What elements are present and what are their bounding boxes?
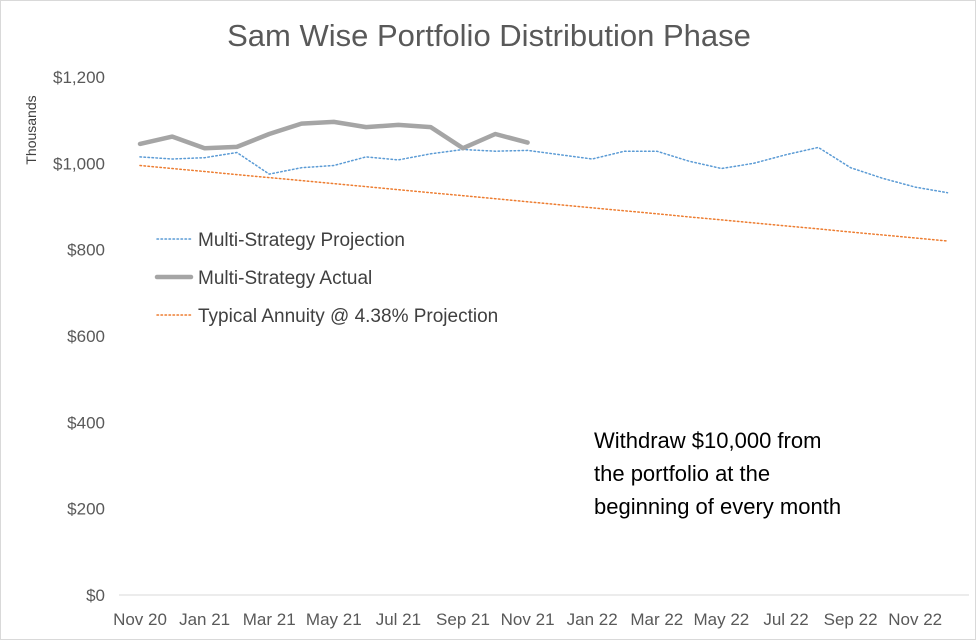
y-tick-label: $1,000 [53,154,105,173]
y-tick-label: $200 [67,500,105,519]
y-tick-label: $600 [67,327,105,346]
note-line: Withdraw $10,000 from [594,428,821,453]
legend-entry: Multi-Strategy Actual [198,268,372,289]
note-line: beginning of every month [594,494,841,519]
y-tick-label: $800 [67,241,105,260]
x-tick-label: Jan 22 [567,610,618,629]
x-tick-label: Jul 21 [376,610,421,629]
x-tick-label: Nov 21 [501,610,555,629]
x-tick-label: Jul 22 [763,610,808,629]
y-tick-label: $1,200 [53,68,105,87]
x-tick-label: Mar 21 [243,610,296,629]
x-tick-label: Sep 22 [824,610,878,629]
x-tick-label: May 22 [694,610,750,629]
legend-entry: Multi-Strategy Projection [198,230,405,251]
withdrawal-note: Withdraw $10,000 from the portfolio at th… [594,428,841,519]
x-tick-label: Mar 22 [630,610,683,629]
y-axis-label: Thousands [23,95,39,164]
note-line: the portfolio at the [594,461,770,486]
series-lines [140,122,948,241]
x-tick-label: Sep 21 [436,610,490,629]
legend-entry: Typical Annuity @ 4.38% Projection [198,306,498,327]
series-line-multi-strategy-projection [140,147,948,192]
y-tick-label: $0 [86,586,105,605]
legend: Multi-Strategy Projection Multi-Strategy … [157,230,498,327]
chart-title: Sam Wise Portfolio Distribution Phase [227,18,751,53]
x-tick-labels: Nov 20 Jan 21 Mar 21 May 21 Jul 21 Sep 21 Nov … [113,610,942,629]
x-tick-label: Nov 20 [113,610,167,629]
y-tick-label: $400 [67,413,105,432]
y-tick-labels: $0 $200 $400 $600 $800 $1,000 $1,200 [53,68,105,605]
series-line-multi-strategy-actual [140,122,528,148]
x-tick-label: Nov 22 [888,610,942,629]
x-tick-label: Jan 21 [179,610,230,629]
x-tick-label: May 21 [306,610,362,629]
